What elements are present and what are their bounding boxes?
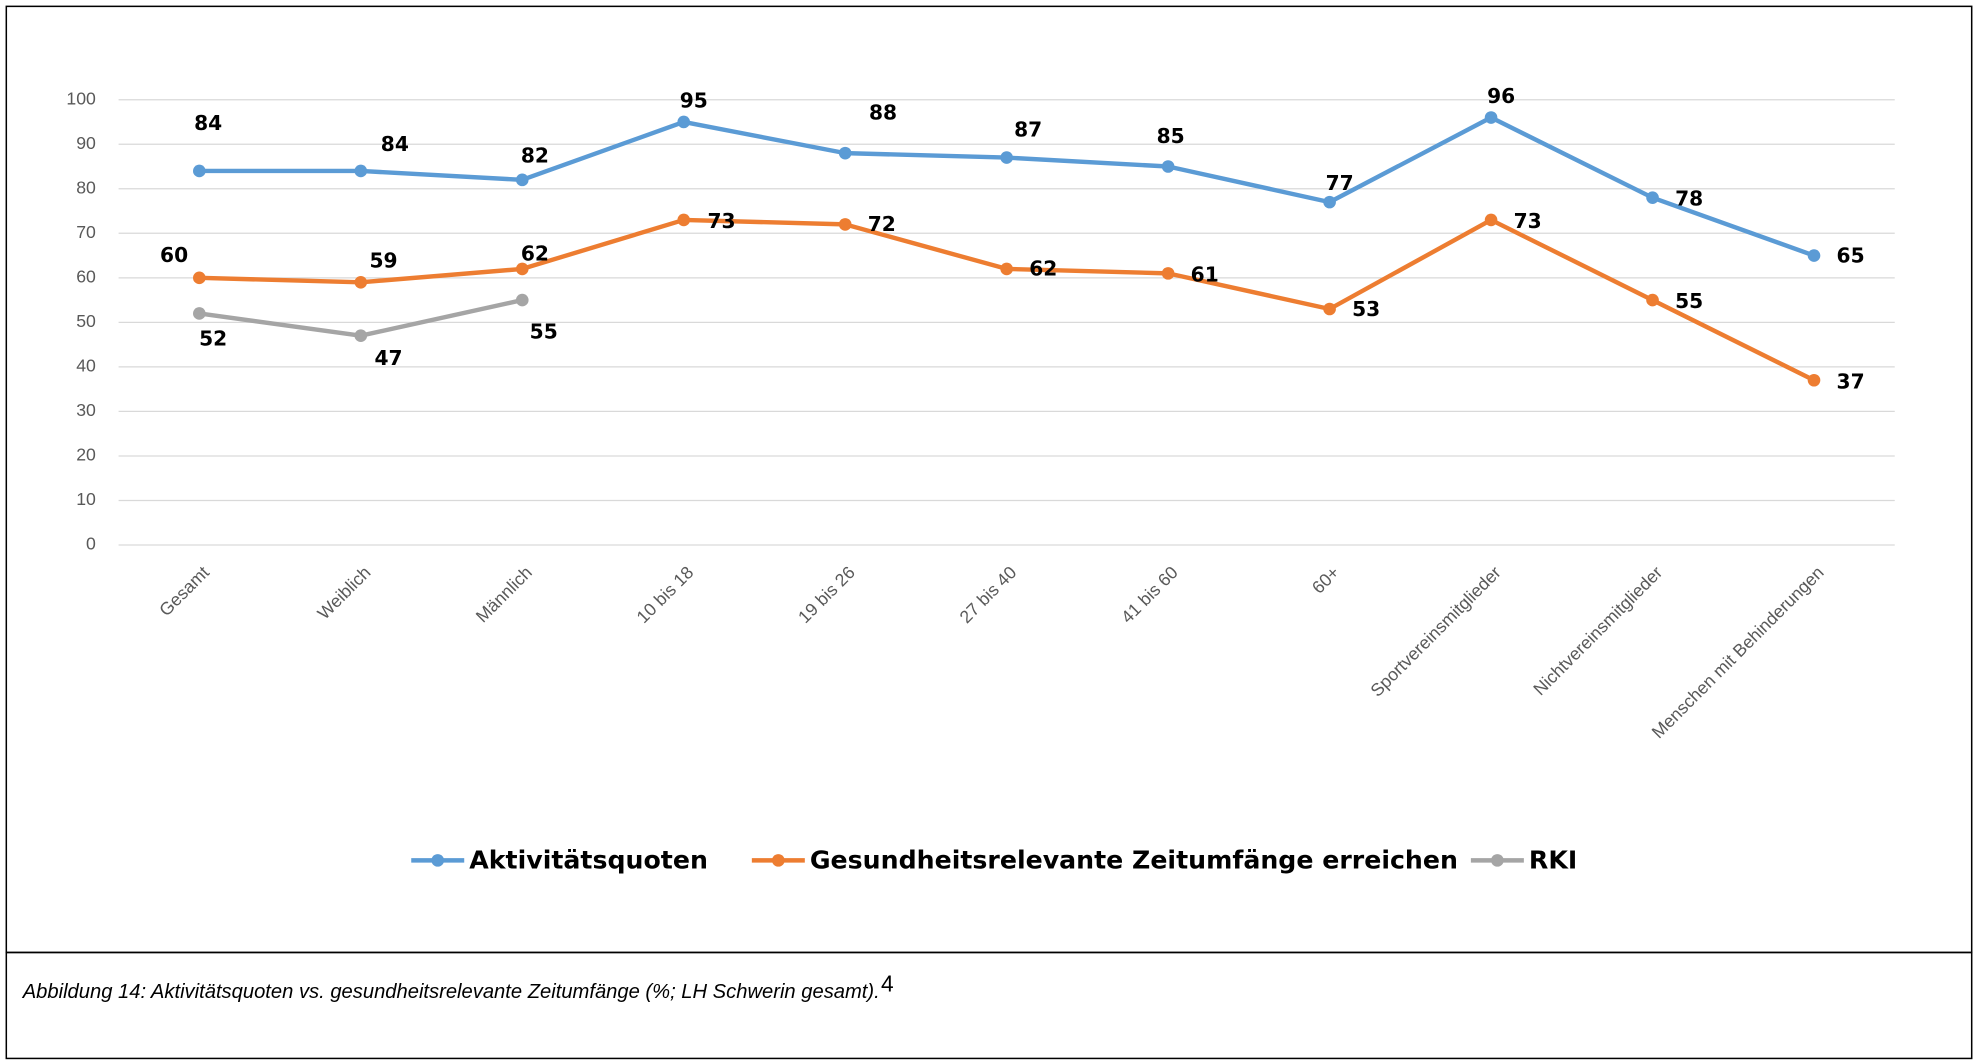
data-label: 55: [1675, 289, 1703, 313]
data-label: 96: [1487, 84, 1515, 108]
data-label: 53: [1352, 297, 1380, 321]
y-tick-label: 30: [76, 400, 96, 420]
x-tick-label: Nichtvereinsmitglieder: [1529, 562, 1666, 699]
data-point: [1323, 195, 1336, 209]
data-label: 72: [868, 212, 896, 236]
y-tick-label: 70: [76, 222, 96, 242]
y-tick-label: 100: [66, 88, 96, 108]
series-line: [199, 217, 1815, 383]
legend-label: RKI: [1529, 846, 1577, 875]
data-label: 73: [1514, 209, 1542, 233]
data-label: 85: [1157, 124, 1185, 148]
x-tick-label: 27 bis 40: [956, 562, 1021, 627]
data-point: [354, 164, 368, 178]
data-label: 82: [521, 144, 549, 168]
data-point: [193, 307, 206, 320]
data-point: [677, 213, 691, 227]
data-label: 59: [369, 249, 397, 273]
data-point: [1646, 293, 1659, 307]
x-tick-label: 60+: [1308, 562, 1343, 597]
data-label: 65: [1837, 243, 1865, 267]
data-point: [1161, 267, 1175, 280]
data-point: [515, 262, 529, 276]
data-label: 60: [160, 243, 188, 267]
data-point: [1646, 191, 1659, 204]
x-tick-label: Männlich: [472, 562, 536, 626]
y-tick-label: 40: [76, 356, 96, 376]
y-tick-label: 50: [76, 311, 96, 331]
data-label: 62: [1029, 257, 1057, 281]
data-point: [1807, 249, 1821, 262]
data-point: [354, 329, 368, 343]
legend-label: Aktivitätsquoten: [469, 846, 708, 875]
x-tick-label: 10 bis 18: [633, 562, 698, 627]
y-tick-label: 60: [76, 266, 96, 286]
data-point: [1323, 302, 1336, 316]
caption: Abbildung 14: Aktivitätsquoten vs. gesun…: [22, 981, 880, 1003]
data-label: 87: [1014, 118, 1042, 142]
data-point: [1000, 151, 1013, 164]
y-tick-label: 80: [76, 177, 96, 197]
caption-frame: [5, 951, 1973, 1060]
data-point: [838, 146, 852, 160]
data-point: [354, 275, 368, 289]
data-point: [1484, 111, 1498, 124]
y-tick-label: 20: [76, 445, 96, 465]
data-point: [193, 164, 206, 178]
data-point: [193, 271, 206, 285]
legend-marker: [772, 854, 785, 867]
data-label: 47: [374, 346, 402, 370]
data-label: 37: [1837, 369, 1865, 393]
x-tick-label: Gesamt: [155, 562, 213, 620]
data-point: [1000, 262, 1013, 276]
data-label: 73: [708, 209, 736, 233]
caption-footnote: 4: [881, 970, 894, 996]
data-point: [1161, 160, 1175, 173]
chart-frame: [5, 5, 1973, 954]
data-point: [838, 218, 852, 231]
data-label: 78: [1675, 187, 1703, 211]
data-label: 52: [199, 326, 227, 350]
y-tick-label: 90: [76, 133, 96, 153]
data-label: 77: [1326, 171, 1354, 195]
y-tick-label: 0: [86, 534, 96, 554]
legend-label: Gesundheitsrelevante Zeitumfänge erreich…: [810, 846, 1458, 875]
data-point: [1484, 213, 1498, 227]
x-tick-label: Weiblich: [313, 562, 374, 623]
x-tick-label: 41 bis 60: [1117, 562, 1182, 627]
x-tick-label: Sportvereinsmitglieder: [1366, 562, 1504, 700]
data-label: 55: [530, 319, 558, 343]
data-point: [515, 173, 529, 187]
series-line: [199, 115, 1815, 258]
legend-marker: [1491, 854, 1504, 867]
data-point: [515, 293, 529, 307]
data-point: [1807, 373, 1821, 387]
data-label: 88: [869, 101, 897, 125]
data-point: [677, 115, 691, 129]
x-tick-label: 19 bis 26: [794, 562, 859, 627]
data-label: 84: [194, 111, 222, 135]
data-label: 61: [1191, 262, 1219, 286]
y-tick-label: 10: [76, 489, 96, 509]
data-label: 95: [680, 88, 708, 112]
data-label: 62: [521, 242, 549, 266]
data-label: 84: [381, 132, 409, 156]
legend-marker: [431, 854, 445, 867]
x-tick-label: Menschen mit Behinderungen: [1648, 562, 1828, 742]
